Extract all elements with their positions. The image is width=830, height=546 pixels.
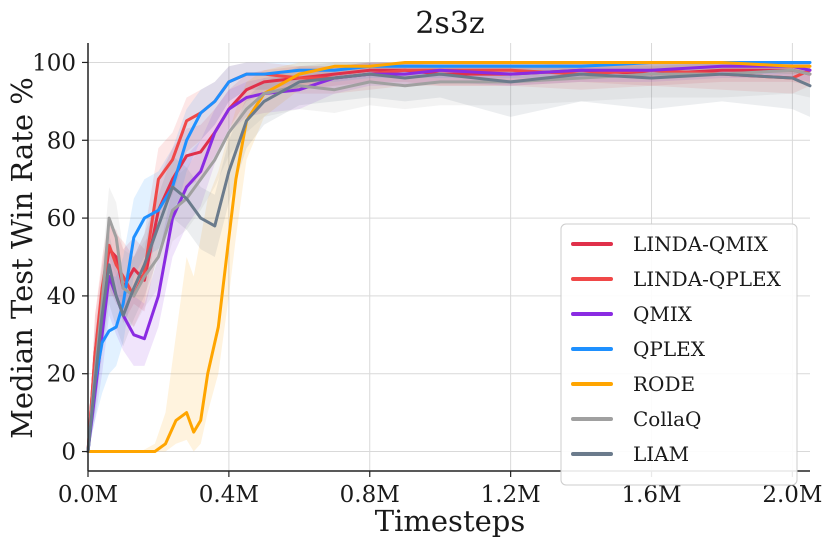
x-tick-label: 0.0M [58,482,118,508]
series-line-collaq [86,68,812,453]
legend-label-rode: RODE [633,372,695,396]
y-tick-label: 0 [61,440,76,466]
x-ticks: 0.0M 0.4M 0.8M 1.2M 1.6M 2.0M [58,471,822,508]
legend-label-collaq: CollaQ [633,407,701,431]
series-line-rode [86,61,812,453]
series-line-qplex [86,61,812,453]
chart-title: 2s3z [415,6,484,41]
legend-label-linda-qplex: LINDA-QPLEX [633,267,782,291]
x-tick-label: 0.8M [340,482,400,508]
x-tick-label: 0.4M [199,482,259,508]
y-tick-label: 60 [47,206,76,232]
legend: LINDA-QMIX LINDA-QPLEX QMIX QPLEX RODE CollaQ… [560,223,798,486]
band-rode [88,62,810,452]
legend-label-qplex: QPLEX [633,337,706,361]
series-lines [86,61,812,453]
y-tick-label: 80 [47,128,76,154]
legend-label-linda-qmix: LINDA-QMIX [633,232,769,256]
y-tick-label: 20 [47,362,76,388]
y-tick-label: 100 [32,50,76,76]
y-axis-label: Median Test Win Rate % [5,77,39,439]
confidence-bands [88,62,810,452]
legend-label-qmix: QMIX [633,302,693,326]
x-tick-label: 1.6M [621,482,681,508]
legend-label-liam: LIAM [633,442,689,466]
legend-box [560,223,798,486]
x-axis-label: Timesteps [375,504,525,538]
x-tick-label: 2.0M [762,482,822,508]
y-ticks: 0 20 40 60 80 100 [32,50,88,466]
x-tick-label: 1.2M [481,482,541,508]
y-tick-label: 40 [47,284,76,310]
band-liam [88,62,810,452]
series-line-liam [86,72,812,453]
